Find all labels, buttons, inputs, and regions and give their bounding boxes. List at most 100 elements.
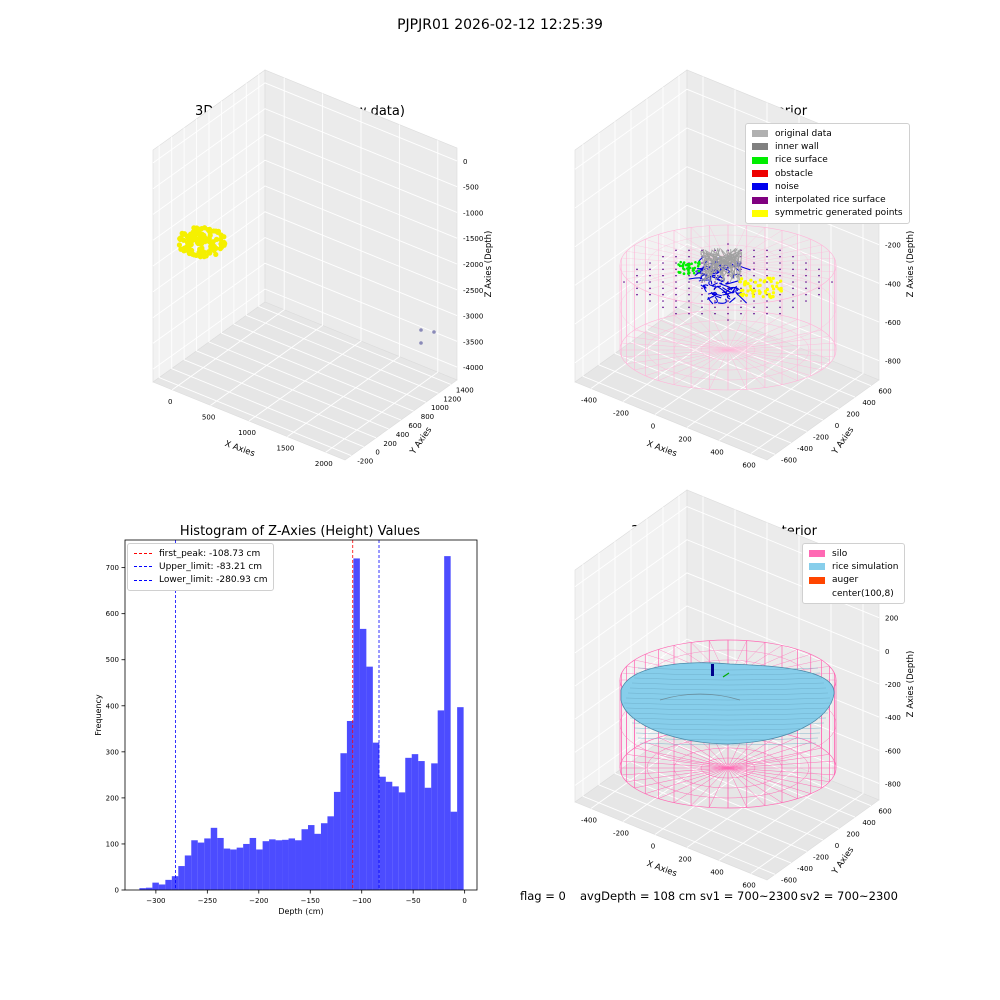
histogram-bar <box>236 847 244 890</box>
silo-spoke <box>658 737 729 769</box>
histogram-bar <box>197 842 205 890</box>
symmetric-point <box>768 278 772 282</box>
interpolated-point <box>753 312 755 315</box>
x-tick-label: 0 <box>168 398 172 406</box>
noise-trace <box>730 286 740 291</box>
silo-spoke <box>626 336 729 351</box>
symmetric-point <box>769 295 773 300</box>
x-tick-label: −250 <box>198 897 217 905</box>
histogram-bar <box>152 882 159 890</box>
original-point <box>719 255 730 274</box>
legend-label: noise <box>775 181 799 192</box>
data-point <box>194 225 200 231</box>
y-tick-label: 500 <box>106 656 119 664</box>
interpolated-point <box>662 255 664 258</box>
data-point <box>215 229 221 235</box>
interpolated-point <box>688 255 690 258</box>
grid-line-z <box>152 133 458 215</box>
grid-line-y <box>220 101 414 412</box>
simulation-3d-plot: -400-2000200400600-600-400-2000200400600… <box>574 489 916 890</box>
grid-line-x <box>686 535 800 848</box>
x-tick-label: 200 <box>678 856 691 864</box>
silo-top-ring <box>673 244 783 286</box>
x-axis-label: Depth (cm) <box>278 907 323 916</box>
interpolated-point <box>779 249 781 252</box>
grid-line-x <box>750 561 864 874</box>
interpolated-point <box>766 255 768 258</box>
silo-spoke <box>727 754 830 769</box>
noise-trace <box>735 289 742 294</box>
silo-spoke <box>645 349 729 376</box>
y-tick-label: 200 <box>846 831 859 839</box>
grid-line-y <box>183 127 377 439</box>
z-tick-label: -400 <box>885 280 901 288</box>
legend-label: center(100,8) <box>832 588 894 599</box>
interpolated-point <box>740 312 742 315</box>
noise-trace <box>711 275 722 279</box>
surface-mesh-line <box>633 677 823 681</box>
silo-spoke <box>727 733 783 769</box>
data-point <box>197 254 204 260</box>
grid-line-y <box>646 98 840 410</box>
avg-depth-text: avgDepth = 108 cm <box>580 889 697 903</box>
interpolated-point <box>649 287 651 290</box>
silo-spoke <box>727 349 811 376</box>
histogram-bar <box>418 761 425 890</box>
interpolated-point <box>649 268 651 271</box>
symmetric-point <box>761 295 765 299</box>
silo-spoke <box>621 760 729 769</box>
histogram-bar <box>301 829 308 890</box>
y-tick-label: 700 <box>106 564 119 572</box>
interpolated-point <box>649 262 651 264</box>
rice-surface-point <box>697 260 701 264</box>
histogram-bar <box>450 811 458 890</box>
original-point <box>703 253 707 264</box>
silo-spoke <box>634 349 729 371</box>
y-tick-label: 800 <box>421 413 434 421</box>
interpolated-point <box>818 293 820 296</box>
z-tick-label: -2000 <box>463 261 483 269</box>
grid-line-y <box>196 118 389 430</box>
silo-spoke <box>621 349 729 358</box>
y-tick-label: 400 <box>396 431 409 439</box>
histogram-bar <box>411 754 419 890</box>
symmetric-point <box>751 291 755 295</box>
rice-surface-point <box>681 264 684 268</box>
legend-label: original data <box>775 128 832 139</box>
interpolated-point <box>701 306 703 309</box>
interpolated-point <box>662 287 664 290</box>
interpolated-point <box>636 293 638 296</box>
histogram-bar <box>282 839 289 890</box>
grid-line-y <box>208 110 402 421</box>
rice-surface-point <box>693 266 697 270</box>
histogram-bar <box>320 823 328 890</box>
grid-line-y <box>662 87 856 398</box>
grid-line-y <box>582 564 776 875</box>
interpolated-point <box>662 274 664 277</box>
interpolated-point <box>714 312 716 315</box>
noise-trace <box>726 294 731 300</box>
interpolated-point <box>779 274 781 277</box>
symmetric-point <box>775 284 779 289</box>
y-tick-label: -400 <box>797 865 813 873</box>
x-axis-label: X Axies <box>645 859 678 879</box>
x-tick-label: −300 <box>146 897 165 905</box>
legend-swatch <box>752 143 768 151</box>
rice-surface-point <box>682 272 686 276</box>
interpolated-point <box>701 300 703 302</box>
interpolated-point <box>753 262 755 264</box>
x-tick-label: 0 <box>651 843 655 851</box>
legend-swatch <box>752 170 768 178</box>
original-point <box>708 257 726 280</box>
x-tick-label: 1500 <box>276 445 294 453</box>
interpolated-point <box>766 281 768 283</box>
interpolated-point <box>779 312 781 315</box>
y-tick-label: 200 <box>846 411 859 419</box>
interpolated-point <box>675 281 677 283</box>
legend-entry: Lower_limit: -280.93 cm <box>134 574 267 587</box>
interpolated-point <box>766 300 768 302</box>
interpolated-point <box>792 274 794 277</box>
histogram-bar <box>288 838 296 890</box>
grid-line-y <box>582 144 776 455</box>
legend-swatch <box>809 576 825 584</box>
